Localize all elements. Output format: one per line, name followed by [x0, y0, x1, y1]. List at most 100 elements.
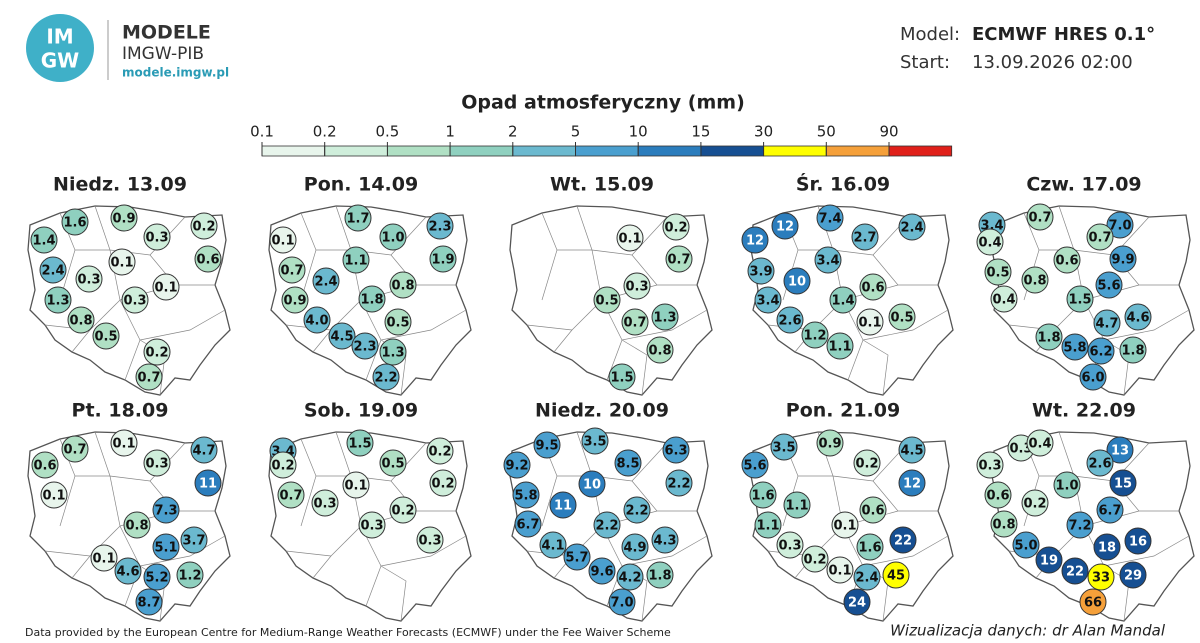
precip-value: 10: [788, 275, 806, 290]
precip-bubble: [281, 286, 309, 314]
precip-value: 16: [1129, 535, 1147, 550]
precip-value: 0.2: [803, 553, 826, 568]
precip-bubble: [741, 451, 769, 479]
precip-value: 1.6: [858, 541, 881, 556]
precip-value: 0.4: [1028, 437, 1051, 452]
precip-bubble: [783, 267, 811, 295]
precip-bubble: [1035, 323, 1063, 351]
precip-value: 2.7: [853, 231, 876, 246]
precip-bubble: [152, 273, 180, 301]
precip-value: 7.3: [154, 504, 177, 519]
precip-value: 1.2: [803, 329, 826, 344]
start-label: Start:: [900, 52, 950, 73]
precip-bubble: [114, 557, 142, 585]
region-border: [380, 535, 467, 567]
precip-value: 1.8: [360, 293, 383, 308]
precip-bubble: [1119, 561, 1147, 589]
legend-swatch: [512, 145, 576, 157]
legend-tick-label: 2: [508, 123, 518, 141]
precip-value: 7.2: [1068, 519, 1091, 534]
precip-bubble: [344, 204, 372, 232]
precip-value: 22: [894, 534, 912, 549]
region-border: [576, 205, 668, 256]
legend-tick-label: 5: [571, 123, 581, 141]
precip-bubble: [749, 481, 777, 509]
map-panel: Pon. 14.09 1.7 2.3 0.1 1.0 0.7 1.1 2.4 1.9 0.8 0.9…: [268, 174, 472, 396]
precip-value: 0.7: [667, 253, 690, 268]
precip-bubble: [898, 213, 926, 241]
precip-value: 1.3: [653, 311, 676, 326]
precip-bubble: [621, 308, 649, 336]
precip-value: 0.2: [192, 220, 215, 235]
precip-bubble: [623, 272, 651, 300]
org: IMGW-PIB: [122, 44, 204, 64]
precip-bubble: [379, 223, 407, 251]
precip-bubble: [816, 429, 844, 457]
precip-value: 0.9: [818, 437, 841, 452]
precip-bubble: [888, 303, 916, 331]
map-panel: Niedz. 20.09 9.5 3.5 6.3 9.2 8.5 2.2 5.8 10 11 2.2…: [503, 400, 713, 622]
brand: MODELE: [122, 22, 211, 44]
precip-bubble: [1061, 333, 1089, 361]
precip-bubble: [1053, 246, 1081, 274]
precip-value: 0.2: [428, 445, 451, 460]
precip-value: 2.4: [855, 571, 878, 586]
region-border: [335, 431, 427, 482]
precip-bubble: [1021, 489, 1049, 517]
precip-bubble: [1095, 271, 1123, 299]
map-panel: Sob. 19.093.41.50.20.20.50.20.70.10.30.2…: [268, 400, 472, 622]
precip-bubble: [190, 436, 218, 464]
precip-value: 18: [1098, 541, 1116, 556]
precip-value: 66: [1084, 596, 1102, 611]
precip-bubble: [588, 557, 616, 585]
precip-bubble: [40, 481, 68, 509]
precip-bubble: [829, 286, 857, 314]
precip-bubble: [593, 511, 621, 539]
precip-value: 6.7: [516, 518, 539, 533]
precip-value: 0.2: [431, 477, 454, 492]
precip-bubble: [90, 544, 118, 572]
region-border: [621, 339, 648, 396]
precip-bubble: [152, 496, 180, 524]
precip-value: 4.1: [541, 539, 564, 554]
precip-value: 12: [776, 220, 794, 235]
precip-bubble: [110, 204, 138, 232]
precip-bubble: [152, 533, 180, 561]
precip-bubble: [389, 271, 417, 299]
precip-value: 1.1: [785, 499, 808, 514]
precip-bubble: [646, 336, 674, 364]
precip-value: 0.5: [890, 311, 913, 326]
precip-value: 3.4: [756, 294, 779, 309]
precip-value: 0.1: [154, 281, 177, 296]
start: 13.09.2026 02:00: [972, 52, 1133, 73]
precip-value: 1.1: [756, 519, 779, 534]
precip-value: 7.0: [610, 596, 633, 611]
precip-value: 0.1: [618, 232, 641, 247]
precip-value: 4.5: [330, 330, 353, 345]
precip-bubble: [662, 436, 690, 464]
precip-value: 0.7: [1088, 231, 1111, 246]
precip-bubble: [665, 245, 693, 273]
map-panel: Pt. 18.09 0.7 0.1 4.7 0.6 0.3 11 0.1 7.3 0.8 3.7 5.…: [27, 400, 231, 622]
precip-bubble: [389, 496, 417, 524]
precip-value: 0.8: [992, 518, 1015, 533]
precip-value: 0.7: [279, 489, 302, 504]
precip-value: 8.5: [616, 457, 639, 472]
precip-bubble: [512, 481, 540, 509]
precip-value: 9.6: [590, 565, 613, 580]
legend-tick-label: 0.5: [375, 123, 399, 141]
precip-value: 6.2: [1089, 345, 1112, 360]
precip-value: 2.2: [595, 519, 618, 534]
legend-tick-label: 1: [445, 123, 455, 141]
precip-value: 0.1: [344, 479, 367, 494]
legend-swatch: [449, 145, 514, 157]
region-border: [794, 475, 844, 579]
precip-bubble: [277, 481, 305, 509]
region-border: [380, 565, 407, 622]
region-border: [862, 339, 889, 396]
precip-value: 0.5: [94, 330, 117, 345]
precip-value: 1.5: [1068, 293, 1091, 308]
day-title: Sob. 19.09: [304, 400, 418, 422]
precip-bubble: [984, 481, 1012, 509]
logo-text: GW: [41, 49, 79, 73]
